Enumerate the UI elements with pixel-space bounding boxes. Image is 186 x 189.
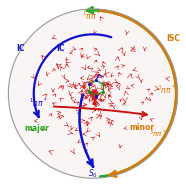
Text: $S_0$: $S_0$ [88,167,98,180]
Text: major: major [24,124,49,133]
Text: $^3\pi\pi^*$: $^3\pi\pi^*$ [149,129,166,140]
Text: $^1n\pi^*$: $^1n\pi^*$ [29,97,48,109]
Text: minor: minor [129,122,154,132]
Text: ISC: ISC [166,34,180,43]
Circle shape [8,9,178,178]
Text: $^1\pi\pi^*$: $^1\pi\pi^*$ [82,10,101,22]
Text: IC: IC [17,44,25,53]
Text: $^3n\pi^*$: $^3n\pi^*$ [157,84,176,96]
Text: IC: IC [57,44,65,53]
